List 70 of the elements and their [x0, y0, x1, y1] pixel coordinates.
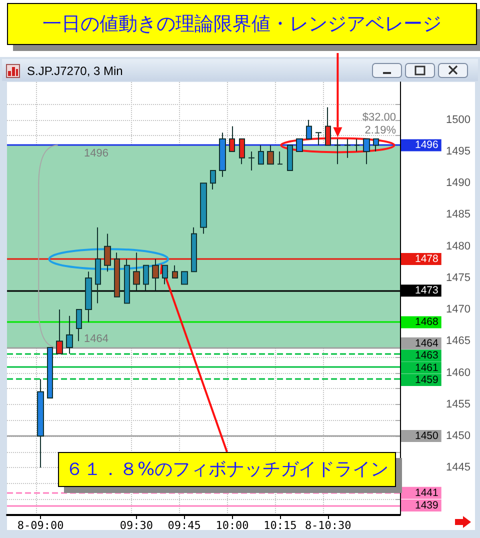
candlestick: [239, 138, 245, 165]
y-tick-label: 1455: [446, 398, 470, 410]
annotation: ６１．８%のフィボナッチガイドライン: [65, 458, 389, 480]
candlestick: [200, 182, 207, 234]
candlestick: [248, 151, 255, 171]
candlestick: [229, 126, 235, 152]
ref-line-label: 1468: [415, 316, 439, 328]
candlestick: [277, 151, 283, 165]
y-tick-label: 1465: [446, 335, 470, 348]
y-tick-label: 1460: [446, 366, 470, 379]
x-tick-label: 10:15: [264, 519, 297, 532]
x-tick-label: 8-09:00: [17, 519, 64, 532]
candlestick: [47, 346, 53, 399]
chart-title: S.JP.J7270, 3 Min: [27, 64, 123, 78]
x-tick-label: 10:00: [216, 519, 249, 532]
candlestick: [373, 138, 379, 152]
candlestick: [258, 144, 264, 165]
y-tick-label: 1475: [446, 272, 470, 284]
candlestick: [152, 258, 159, 292]
y-tick-label: 1490: [446, 177, 470, 190]
candlestick: [104, 233, 111, 272]
candlestick: [334, 138, 341, 165]
candlestick: [85, 271, 92, 323]
ref-line-label: 1459: [415, 374, 439, 386]
ref-line-label: 1439: [415, 500, 439, 512]
candlestick: [143, 264, 149, 292]
candlestick: [315, 132, 322, 146]
candlestick: [133, 252, 140, 292]
candlestick: [191, 226, 197, 272]
candlestick: [37, 378, 44, 468]
band-label: $32.00: [362, 112, 396, 124]
y-tick-label: 1480: [446, 240, 470, 252]
candlestick: [95, 226, 101, 304]
y-tick-label: 1470: [446, 304, 470, 316]
y-tick-label: 1485: [446, 208, 470, 221]
candlestick: [267, 144, 274, 165]
ref-line-label: 1478: [415, 252, 439, 265]
ref-line-label: 1450: [415, 430, 439, 442]
ref-line-label: 1461: [415, 362, 439, 374]
candlestick: [287, 144, 293, 171]
y-tick-label: 1500: [446, 114, 470, 126]
ref-line-label: 1473: [415, 284, 439, 297]
candlestick: [172, 264, 178, 278]
ref-line-label: 1441: [415, 486, 439, 499]
candlestick: [296, 138, 303, 152]
candlestick: [344, 138, 351, 158]
annotation: 1496: [84, 148, 108, 160]
y-tick-label: 1450: [446, 430, 470, 442]
candlestick: [325, 106, 331, 146]
ref-line-label: 1464: [415, 337, 439, 350]
candlestick: [56, 309, 63, 354]
x-tick-label: 8-10:30: [304, 519, 352, 532]
candlestick: [219, 132, 226, 178]
candlestick: [354, 138, 360, 152]
candlestick: [306, 119, 312, 140]
ref-line-label: 1496: [415, 139, 439, 152]
x-tick-label: 09:45: [168, 519, 201, 532]
annotation: 2.19%: [364, 124, 396, 137]
ref-line-label: 1463: [415, 350, 439, 362]
candlestick: [124, 258, 130, 304]
candlestick: [210, 170, 216, 190]
candlestick: [66, 315, 73, 354]
annotation: 1464: [84, 332, 108, 345]
candlestick: [114, 252, 120, 298]
y-tick-label: 1495: [446, 146, 470, 158]
candlestick: [363, 138, 370, 165]
y-tick-label: 1445: [446, 462, 470, 474]
x-tick-label: 09:30: [120, 519, 153, 532]
candlestick: [76, 309, 82, 342]
candlestick: [181, 271, 188, 285]
